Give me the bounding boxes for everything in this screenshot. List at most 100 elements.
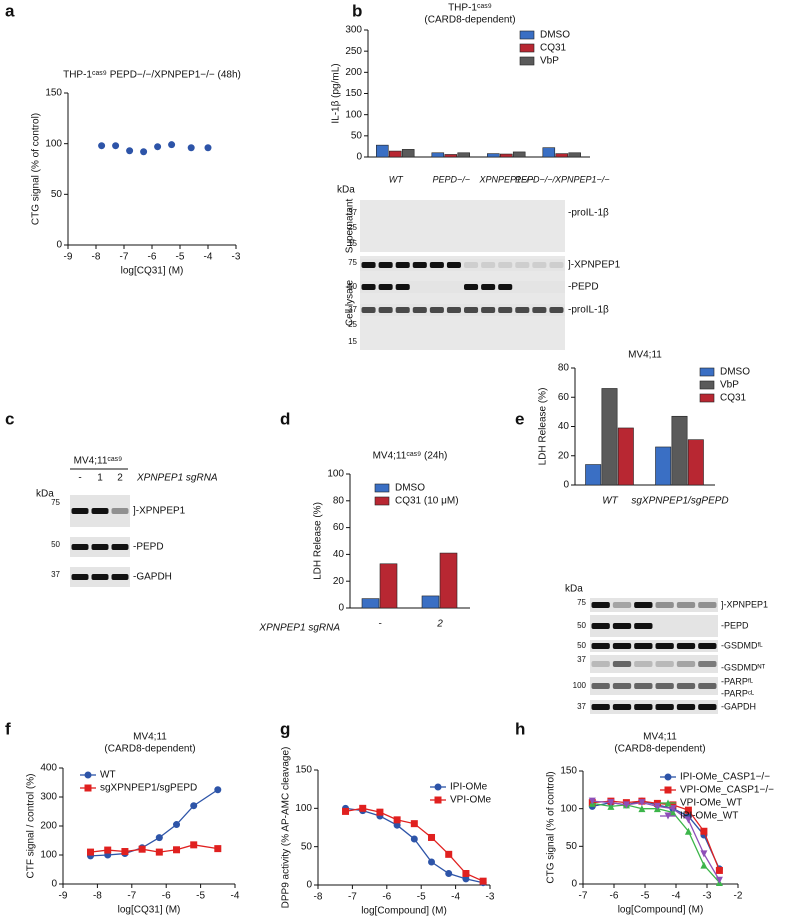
band-label: -PEPD bbox=[133, 542, 164, 553]
chart-title: MV4;11ᶜᵃˢ⁹ (24h) bbox=[373, 451, 448, 462]
data-point bbox=[393, 821, 401, 829]
blot-bg bbox=[590, 677, 718, 695]
x-tick-label: -7 bbox=[348, 892, 357, 903]
y-tick-label: 20 bbox=[333, 576, 345, 587]
chart-title: (CARD8-dependent) bbox=[424, 15, 515, 26]
blot-band bbox=[655, 704, 674, 710]
data-point bbox=[669, 808, 677, 816]
data-point bbox=[376, 808, 384, 816]
blot-band bbox=[532, 307, 547, 313]
data-point bbox=[393, 816, 401, 824]
bar bbox=[487, 153, 500, 158]
data-point bbox=[168, 141, 176, 149]
x-tick-label: -4 bbox=[231, 891, 240, 902]
lane-label: 2 bbox=[117, 473, 123, 484]
blot-band bbox=[698, 704, 717, 710]
x-tick-label: -6 bbox=[148, 252, 157, 263]
x-tick-label: -8 bbox=[314, 892, 323, 903]
panel-label: d bbox=[280, 409, 290, 428]
band-label: -proIL-1β bbox=[568, 208, 609, 219]
blot-band bbox=[549, 307, 564, 313]
blot-band bbox=[612, 602, 632, 608]
legend-swatch bbox=[699, 380, 715, 390]
blot-band bbox=[361, 284, 376, 290]
blot-band bbox=[634, 704, 653, 710]
legend-swatch bbox=[699, 367, 715, 377]
legend-label: IPI-OMe bbox=[450, 782, 488, 793]
blot-bg bbox=[590, 655, 718, 673]
blot-band bbox=[612, 704, 632, 710]
y-tick-label: 100 bbox=[295, 803, 312, 814]
y-tick-label: 250 bbox=[345, 46, 362, 57]
bar bbox=[617, 427, 634, 486]
kda-label: kDa bbox=[36, 489, 54, 500]
x-tick-label: -4 bbox=[451, 892, 460, 903]
y-tick-label: 50 bbox=[51, 189, 63, 200]
kda-marker: 50 bbox=[577, 641, 586, 650]
kda-marker: 37 bbox=[577, 655, 586, 664]
y-tick-label: 100 bbox=[327, 469, 344, 480]
kda-marker: 50 bbox=[51, 540, 60, 549]
bar bbox=[542, 147, 556, 158]
blot-band bbox=[676, 602, 696, 608]
data-point bbox=[359, 804, 367, 812]
x-tick-label: -3 bbox=[486, 892, 495, 903]
bar bbox=[568, 152, 581, 158]
y-tick-label: 300 bbox=[345, 25, 362, 36]
x-tick-label: WT bbox=[389, 174, 404, 184]
x-tick-label: -5 bbox=[176, 252, 185, 263]
chart-title: (CARD8-dependent) bbox=[104, 744, 195, 755]
x-tick-label: XPNPEP1−/− bbox=[478, 174, 534, 184]
y-tick-label: 80 bbox=[558, 363, 570, 374]
blot-band bbox=[71, 574, 89, 580]
lane-title: XPNPEP1 sgRNA bbox=[136, 473, 218, 484]
kda-marker: 15 bbox=[348, 337, 357, 346]
legend-swatch bbox=[519, 30, 535, 40]
x-tick-label: -3 bbox=[232, 252, 241, 263]
blot-band bbox=[515, 262, 530, 268]
blot-band bbox=[91, 574, 109, 580]
blot-band bbox=[395, 307, 410, 313]
kda-marker: 75 bbox=[51, 498, 60, 507]
legend-label: DMSO bbox=[540, 30, 570, 41]
blot-band bbox=[634, 661, 653, 667]
y-tick-label: 150 bbox=[295, 765, 312, 776]
data-point bbox=[112, 142, 120, 150]
bar bbox=[601, 388, 618, 486]
data-point bbox=[607, 802, 615, 810]
panel-label: e bbox=[515, 409, 524, 428]
data-point bbox=[445, 850, 453, 858]
data-point bbox=[715, 876, 723, 884]
data-point bbox=[126, 147, 134, 155]
blot-bg bbox=[360, 259, 565, 271]
data-point bbox=[138, 845, 146, 853]
data-point bbox=[155, 848, 163, 856]
band-label: -proIL-1β bbox=[568, 305, 609, 316]
legend-swatch bbox=[374, 483, 390, 493]
x-tick-label: -7 bbox=[127, 891, 136, 902]
x-tick-label: -4 bbox=[204, 252, 213, 263]
data-point bbox=[104, 846, 112, 854]
data-point bbox=[84, 784, 92, 792]
data-point bbox=[140, 148, 148, 156]
legend-label: VPI-OMe bbox=[450, 795, 492, 806]
legend-swatch bbox=[699, 393, 715, 403]
data-point bbox=[664, 799, 672, 807]
y-tick-label: 100 bbox=[40, 850, 57, 861]
data-point bbox=[428, 833, 436, 841]
data-point bbox=[462, 875, 470, 883]
blot-band bbox=[612, 661, 632, 667]
chart-title: MV4;11 bbox=[643, 732, 677, 743]
legend-label: VPI-OMe_WT bbox=[680, 798, 742, 809]
y-tick-label: 40 bbox=[333, 549, 345, 560]
y-tick-label: 200 bbox=[40, 821, 57, 832]
blot-bg bbox=[590, 700, 718, 714]
data-point bbox=[700, 850, 708, 858]
bar bbox=[431, 152, 445, 158]
blot-band bbox=[412, 262, 427, 268]
blot-band bbox=[549, 262, 564, 268]
data-point bbox=[434, 783, 442, 791]
bar bbox=[421, 595, 440, 609]
kda-marker: 25 bbox=[348, 223, 357, 232]
